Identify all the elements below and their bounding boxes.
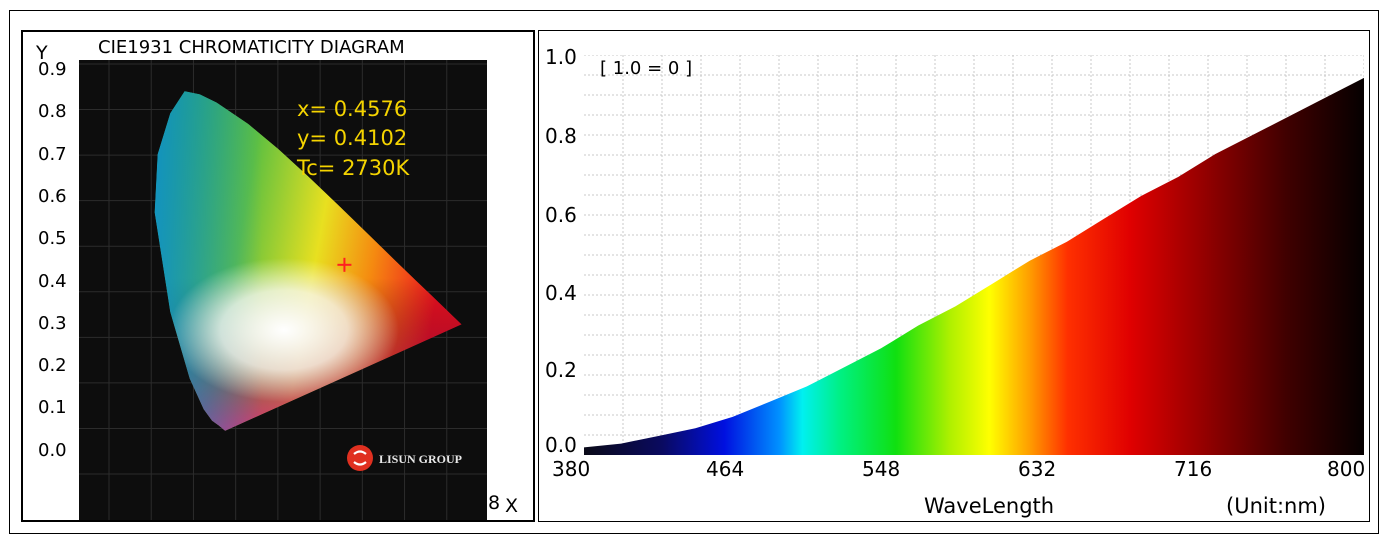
cie-y-readout: y= 0.4102 (297, 126, 408, 150)
chromaticity-point-marker (337, 257, 352, 272)
cie-y-tick-label: 0.5 (38, 228, 67, 250)
cie-x-readout: x= 0.4576 (297, 97, 408, 121)
spectrum-x-tick-label: 632 (1018, 457, 1057, 481)
logo-text: LISUN GROUP (379, 452, 462, 466)
spectrum-x-tick-label: 716 (1174, 457, 1213, 481)
spectrum-x-tick-label: 380 (552, 457, 591, 481)
spectrum-x-tick-label: 548 (862, 457, 901, 481)
lisun-logo: LISUN GROUP (347, 445, 462, 471)
cie-plot-area: LISUN GROUP (79, 60, 490, 520)
spectrum-y-tick-label: 0.2 (545, 358, 577, 382)
cie-chart-title: CIE1931 CHROMATICITY DIAGRAM (98, 37, 405, 58)
spectrum-x-axis-label: WaveLength (924, 494, 1055, 518)
spectrum-y-tick-label: 0.8 (545, 124, 577, 148)
spectrum-y-tick-label: 0.4 (545, 281, 577, 305)
cie-x-axis-label: X (505, 495, 519, 517)
spectrum-area (584, 77, 1364, 455)
spectrum-annotation: [ 1.0 = 0 ] (600, 58, 693, 79)
cie-y-tick-label: 0.1 (38, 397, 67, 419)
cie-y-tick-label: 0.9 (38, 59, 67, 80)
spectrum-x-tick-label: 464 (706, 457, 745, 481)
cie-y-tick-label: 0.6 (38, 185, 67, 207)
spectrum-x-tick-label: 800 (1327, 457, 1366, 481)
cie-white-point-glow (169, 258, 399, 402)
spectrum-y-tick-label: 0.0 (545, 433, 577, 457)
spectrum-plot (584, 55, 1364, 455)
cie-y-tick-label: 0.7 (38, 143, 67, 165)
cie-y-axis-label: Y (36, 42, 48, 64)
spectrum-y-tick-label: 1.0 (545, 45, 577, 69)
cie-y-tick-label: 0.8 (38, 101, 67, 123)
cie-tc-readout: Tc= 2730K (297, 156, 410, 180)
cie-diagram: LISUN GROUP (79, 60, 490, 520)
cie-x-end-tick: 8 (488, 492, 501, 514)
spectrum-unit-label: (Unit:nm) (1226, 494, 1326, 518)
cie-y-tick-label: 0.2 (38, 355, 67, 377)
cie-y-tick-label: 0.3 (38, 312, 67, 334)
cie-y-tick-label: 0.0 (38, 439, 67, 461)
cie-y-tick-label: 0.4 (38, 270, 67, 292)
spectrum-y-tick-label: 0.6 (545, 203, 577, 227)
